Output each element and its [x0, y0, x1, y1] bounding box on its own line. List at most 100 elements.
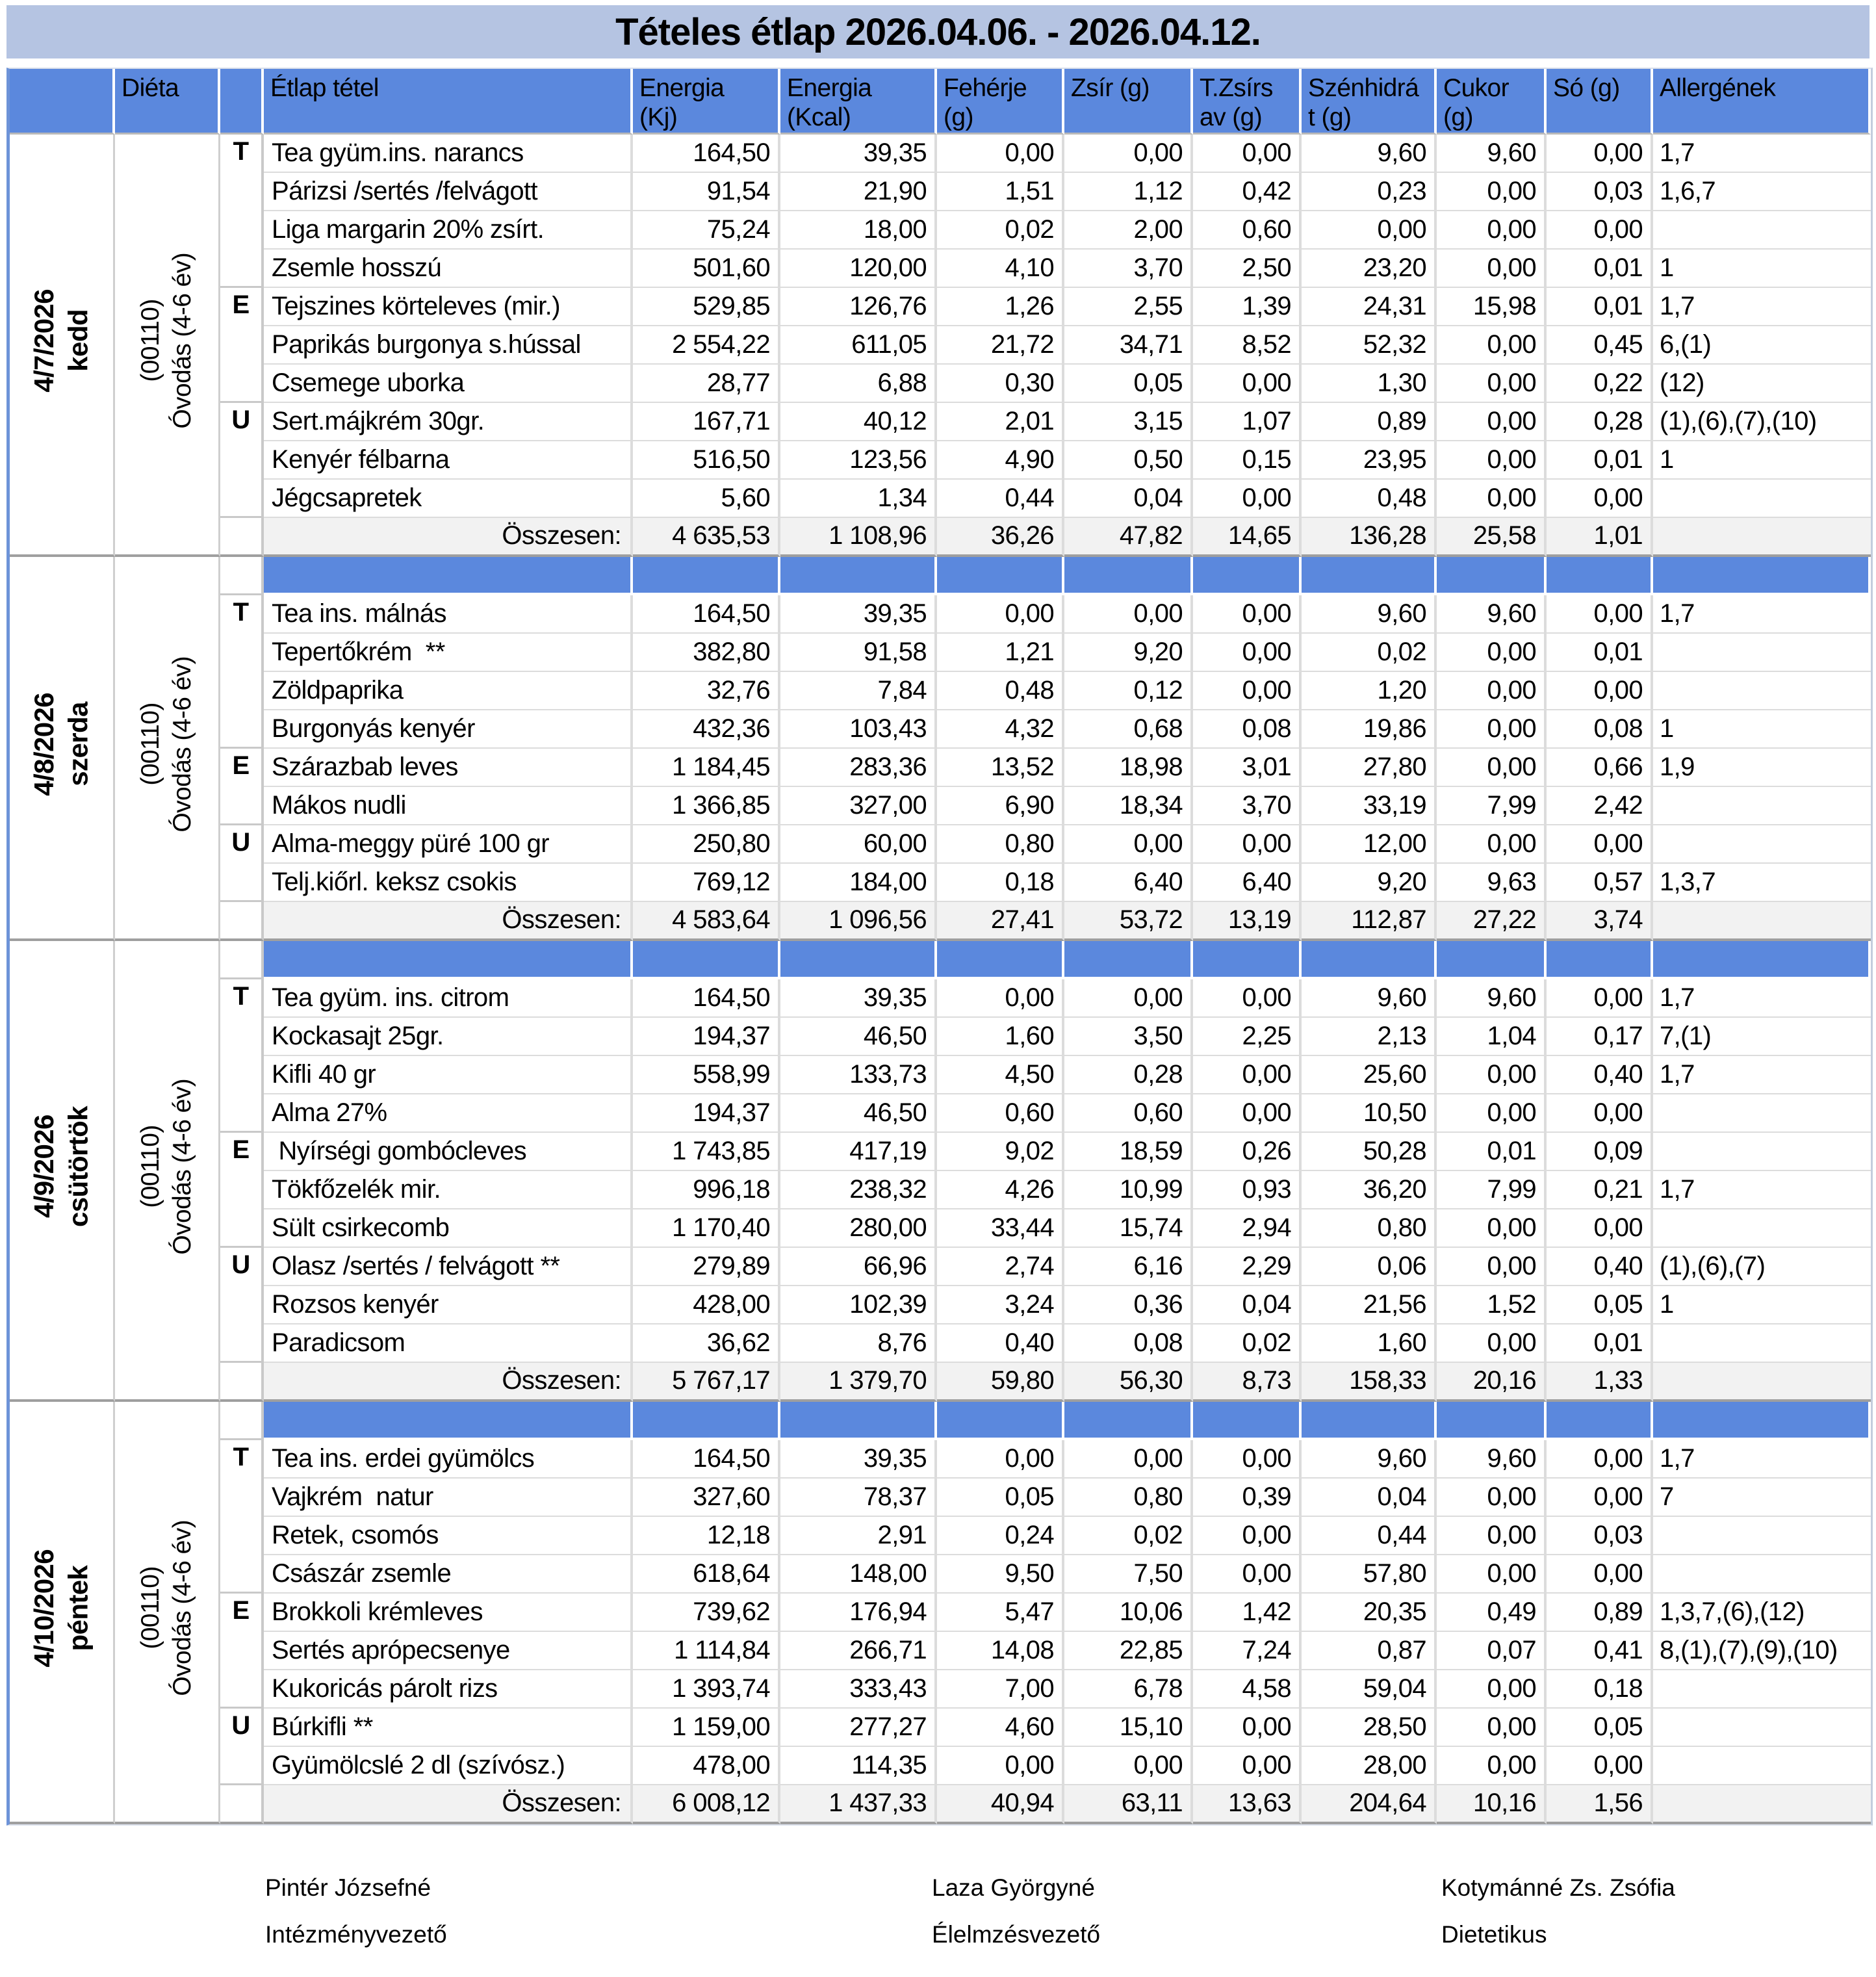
- nutrition-value: 0,04: [1302, 1478, 1437, 1517]
- nutrition-value: 0,36: [1064, 1286, 1193, 1324]
- nutrition-value: 46,50: [780, 1017, 937, 1056]
- nutrition-value: 0,60: [1193, 211, 1302, 250]
- nutrition-value: 6,78: [1064, 1670, 1193, 1709]
- diet-label: (00110) Óvodás (4-6 év): [115, 556, 220, 941]
- nutrition-value: 18,00: [780, 211, 937, 250]
- nutrition-value: 4,60: [937, 1708, 1064, 1747]
- allergen-value: [1653, 1324, 1871, 1363]
- nutrition-value: 36,20: [1302, 1170, 1437, 1209]
- nutrition-value: 0,00: [1547, 1478, 1653, 1517]
- separator-cell: [1547, 1401, 1653, 1440]
- menu-item-row: Gyümölcslé 2 dl (szívósz.) 478,00 114,35 0,…: [10, 1746, 1871, 1785]
- nutrition-value: 0,00: [1437, 479, 1547, 518]
- meal-code-cell: U: [220, 1247, 264, 1363]
- menu-document: Tételes étlap 2026.04.06. - 2026.04.12. …: [0, 5, 1876, 1977]
- totals-value: 27,41: [937, 901, 1064, 941]
- nutrition-value: 7,24: [1193, 1631, 1302, 1670]
- nutrition-value: 0,00: [1437, 441, 1547, 480]
- nutrition-value: 0,49: [1437, 1593, 1547, 1632]
- meal-code-cell: T: [220, 134, 264, 288]
- nutrition-value: 0,03: [1547, 172, 1653, 211]
- nutrition-value: 8,52: [1193, 326, 1302, 365]
- nutrition-value: 133,73: [780, 1055, 937, 1094]
- diet-column-header: Diéta: [115, 69, 220, 135]
- nutrition-value: 9,20: [1302, 863, 1437, 902]
- menu-item-row: E Tejszines körteleves (mir.) 529,85 126,76…: [10, 287, 1871, 403]
- nutrition-value: 0,08: [1193, 710, 1302, 749]
- nutrition-value: 0,00: [1193, 633, 1302, 672]
- nutrition-value: 0,00: [1437, 748, 1547, 787]
- nutrition-value: 2,50: [1193, 249, 1302, 288]
- nutrition-value: 1 743,85: [633, 1132, 780, 1171]
- nutrition-value: 0,28: [1547, 402, 1653, 441]
- nutrition-value: 0,28: [1064, 1055, 1193, 1094]
- nutrition-value: 0,00: [937, 979, 1064, 1018]
- nutrition-value: 39,35: [780, 134, 937, 173]
- meal-code-cell: T: [220, 1440, 264, 1594]
- nutrition-value: 0,00: [1437, 1670, 1547, 1709]
- nutrition-value: 9,20: [1064, 633, 1193, 672]
- nutrition-value: 0,00: [1064, 1440, 1193, 1479]
- nutrition-value: 428,00: [633, 1286, 780, 1324]
- menu-item-name: Sült csirkecomb: [264, 1209, 633, 1248]
- nutrition-value: 0,39: [1193, 1478, 1302, 1517]
- totals-value: 13,63: [1193, 1785, 1302, 1824]
- nutrition-value: 2,74: [937, 1247, 1064, 1286]
- nutrition-value: 39,35: [780, 979, 937, 1018]
- nutrition-value: 739,62: [633, 1593, 780, 1632]
- nutrition-value: 1,60: [937, 1017, 1064, 1056]
- signature-block: Kotymánné Zs. Zsófia Dietetikus: [1441, 1874, 1675, 1948]
- nutrition-value: 0,00: [1547, 595, 1653, 634]
- nutrition-value: 9,63: [1437, 863, 1547, 902]
- menu-item-row: Sült csirkecomb 1 170,40 280,00 33,44 15,74 2…: [10, 1209, 1871, 1248]
- nutrition-value: 194,37: [633, 1017, 780, 1056]
- menu-item-name: Vajkrém natur: [264, 1478, 633, 1517]
- signature-footer: Pintér Józsefné Intézményvezető Laza Gyö…: [0, 1874, 1876, 1972]
- signature-role: Élelmzésvezető: [932, 1921, 1101, 1948]
- menu-item-name: Tea ins. erdei gyümölcs: [264, 1440, 633, 1479]
- nutrition-value: 9,60: [1437, 595, 1547, 634]
- nutrition-value: 0,48: [937, 671, 1064, 710]
- nutrition-value: 417,19: [780, 1132, 937, 1171]
- nutrition-value: 1,26: [937, 287, 1064, 326]
- nutrition-value: 2,29: [1193, 1247, 1302, 1286]
- nutrition-value: 0,08: [1547, 710, 1653, 749]
- signature-block: Laza Györgyné Élelmzésvezető: [932, 1874, 1100, 1948]
- separator-cell: [1302, 556, 1437, 595]
- menu-item-row: Zöldpaprika 32,76 7,84 0,48 0,12 0,00 1,20 0,00…: [10, 671, 1871, 710]
- nutrition-value: 0,24: [937, 1516, 1064, 1555]
- nutrition-value: 6,40: [1064, 863, 1193, 902]
- nutrition-value: 15,10: [1064, 1708, 1193, 1747]
- nutrition-value: 1 159,00: [633, 1708, 780, 1747]
- nutrition-value: 21,90: [780, 172, 937, 211]
- totals-label: Összesen:: [264, 517, 633, 557]
- nutrition-value: 91,58: [780, 633, 937, 672]
- nutrition-value: 0,00: [937, 1440, 1064, 1479]
- menu-item-name: Csemege uborka: [264, 364, 633, 403]
- meal-code-cell: T: [220, 595, 264, 749]
- nutrition-value: 5,47: [937, 1593, 1064, 1632]
- nutrition-value: 0,00: [1193, 825, 1302, 864]
- allergen-value: 1,7: [1653, 1170, 1871, 1209]
- day-label: 4/8/2026 szerda: [10, 556, 115, 941]
- nutrition-value: 1,39: [1193, 287, 1302, 326]
- menu-item-name: Liga margarin 20% zsírt.: [264, 211, 633, 250]
- nutrition-value: 333,43: [780, 1670, 937, 1709]
- nutrition-value: 0,06: [1302, 1247, 1437, 1286]
- diet-group: Óvodás (4-6 év): [168, 1520, 196, 1696]
- nutrition-value: 3,70: [1064, 249, 1193, 288]
- menu-item-name: Tökfőzelék mir.: [264, 1170, 633, 1209]
- nutrition-value: 7,99: [1437, 786, 1547, 825]
- nutrition-value: 1,51: [937, 172, 1064, 211]
- nutrition-value: 6,16: [1064, 1247, 1193, 1286]
- separator-cell: [1547, 940, 1653, 979]
- nutrition-value: 1 170,40: [633, 1209, 780, 1248]
- nutrition-value: 2,55: [1064, 287, 1193, 326]
- separator-cell: [937, 1401, 1064, 1440]
- nutrition-value: 0,18: [1547, 1670, 1653, 1709]
- nutrition-value: 2,01: [937, 402, 1064, 441]
- allergen-value: [1653, 671, 1871, 710]
- totals-value: 1 379,70: [780, 1362, 937, 1402]
- nutrition-value: 7,00: [937, 1670, 1064, 1709]
- day-weekday: szerda: [62, 702, 94, 786]
